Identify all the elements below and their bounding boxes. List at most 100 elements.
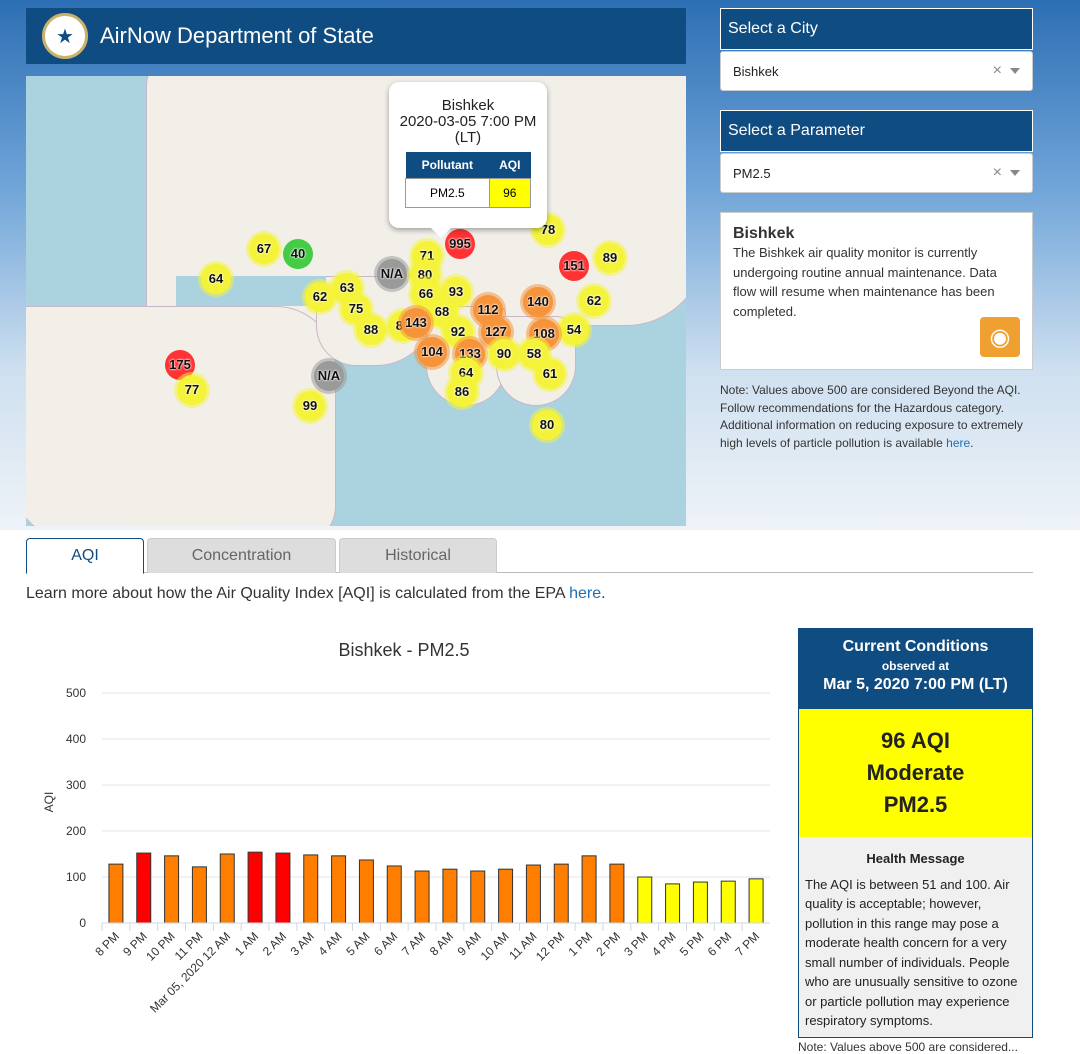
bar[interactable] xyxy=(609,863,625,924)
tab-bar: AQI Concentration Historical xyxy=(26,538,1033,574)
x-tick-label: 8 AM xyxy=(427,929,456,958)
y-tick-label: 400 xyxy=(66,732,86,746)
param-select[interactable]: PM2.5 × xyxy=(720,153,1033,193)
bar[interactable] xyxy=(358,859,374,924)
bar[interactable] xyxy=(247,851,263,924)
map-marker[interactable]: 80 xyxy=(532,410,562,440)
y-tick-label: 500 xyxy=(66,686,86,700)
bar[interactable] xyxy=(498,868,514,924)
y-axis-label: AQI xyxy=(42,792,56,813)
x-tick-label: 12 PM xyxy=(533,929,567,963)
clear-icon[interactable]: × xyxy=(992,62,1002,79)
app-title: AirNow Department of State xyxy=(100,23,374,48)
current-header: Current Conditions observed at Mar 5, 20… xyxy=(799,629,1032,709)
bar[interactable] xyxy=(665,883,681,924)
chevron-down-icon[interactable] xyxy=(1010,170,1020,176)
bar[interactable] xyxy=(692,881,708,924)
map-marker[interactable]: N/A xyxy=(377,259,407,289)
bar[interactable] xyxy=(108,863,124,924)
map[interactable]: 674064626375888917577N/A99N/A71995806693… xyxy=(26,76,686,526)
note-text: Note: Values above 500 are considered Be… xyxy=(720,383,1023,450)
x-tick-label: 7 AM xyxy=(399,929,428,958)
bar[interactable] xyxy=(720,880,736,924)
map-marker[interactable]: 61 xyxy=(535,359,565,389)
tab-aqi[interactable]: AQI xyxy=(26,538,144,574)
x-tick-label: 2 PM xyxy=(593,929,623,959)
y-tick-label: 100 xyxy=(66,870,86,884)
x-tick-label: 1 PM xyxy=(565,929,595,959)
popup-aqi: 96 xyxy=(488,178,532,208)
bar[interactable] xyxy=(442,868,458,924)
map-marker[interactable]: 77 xyxy=(177,375,207,405)
current-conditions: Current Conditions observed at Mar 5, 20… xyxy=(798,628,1033,1038)
note-link[interactable]: here xyxy=(946,435,971,450)
bar[interactable] xyxy=(553,863,569,924)
x-tick-label: 4 AM xyxy=(315,929,344,958)
tab-concentration[interactable]: Concentration xyxy=(147,538,336,573)
bar[interactable] xyxy=(581,855,597,924)
map-marker[interactable]: 66 xyxy=(411,279,441,309)
x-tick-label: 4 PM xyxy=(649,929,679,959)
map-marker[interactable]: 93 xyxy=(441,277,471,307)
map-marker[interactable]: 40 xyxy=(283,239,313,269)
map-marker[interactable]: 89 xyxy=(595,243,625,273)
bar[interactable] xyxy=(470,870,486,924)
x-tick-label: 11 AM xyxy=(506,929,539,962)
current-aqi: 96 AQI xyxy=(881,728,950,753)
popup-datetime: 2020-03-05 7:00 PM (LT) xyxy=(399,113,537,146)
x-tick-label: 5 PM xyxy=(677,929,707,959)
map-marker[interactable]: 67 xyxy=(249,234,279,264)
current-datetime: Mar 5, 2020 7:00 PM (LT) xyxy=(823,676,1008,693)
map-marker[interactable]: 140 xyxy=(523,287,553,317)
bar[interactable] xyxy=(136,852,152,924)
city-select-value: Bishkek xyxy=(733,63,779,79)
map-marker[interactable]: 104 xyxy=(417,337,447,367)
current-title: Current Conditions xyxy=(842,638,989,655)
map-marker[interactable]: 62 xyxy=(579,286,609,316)
x-tick-label: 8 PM xyxy=(92,929,122,959)
x-tick-label: 10 AM xyxy=(478,929,512,963)
chevron-down-icon[interactable] xyxy=(1010,68,1020,74)
clear-icon[interactable]: × xyxy=(992,164,1002,181)
map-marker[interactable]: 64 xyxy=(201,264,231,294)
x-tick-label: 1 AM xyxy=(232,929,261,958)
popup-col-aqi: AQI xyxy=(489,152,531,179)
param-select-panel: Select a Parameter PM2.5 × xyxy=(720,110,1033,193)
info-text: The Bishkek air quality monitor is curre… xyxy=(733,245,997,319)
learn-more-text: Learn more about how the Air Quality Ind… xyxy=(26,585,606,603)
mediterranean-sea xyxy=(176,276,326,306)
city-select[interactable]: Bishkek × xyxy=(720,51,1033,91)
map-marker[interactable]: 62 xyxy=(305,282,335,312)
learn-link[interactable]: here xyxy=(569,585,602,602)
bar[interactable] xyxy=(219,853,235,924)
map-marker[interactable]: 151 xyxy=(559,251,589,281)
popup-table: Pollutant AQI PM2.5 96 xyxy=(405,152,532,208)
bar[interactable] xyxy=(637,876,653,924)
bar[interactable] xyxy=(748,878,764,924)
x-tick-label: 6 AM xyxy=(371,929,400,958)
bar[interactable] xyxy=(525,864,541,924)
city-select-label: Select a City xyxy=(720,8,1033,50)
bar[interactable] xyxy=(164,855,180,924)
bar[interactable] xyxy=(191,866,207,924)
map-marker[interactable]: 99 xyxy=(295,391,325,421)
observed-at-label: observed at xyxy=(881,659,950,673)
map-marker[interactable]: 86 xyxy=(447,377,477,407)
bar[interactable] xyxy=(414,870,430,924)
bar[interactable] xyxy=(275,852,291,924)
map-marker[interactable]: N/A xyxy=(314,361,344,391)
y-tick-label: 300 xyxy=(66,778,86,792)
popup-pollutant: PM2.5 xyxy=(405,178,490,208)
map-marker[interactable]: 58 xyxy=(519,339,549,369)
map-marker[interactable]: 90 xyxy=(489,339,519,369)
map-marker[interactable]: 88 xyxy=(356,315,386,345)
map-marker[interactable]: 143 xyxy=(401,308,431,338)
bar[interactable] xyxy=(303,854,319,924)
popup-col-pollutant: Pollutant xyxy=(405,152,490,179)
bar[interactable] xyxy=(331,855,347,924)
rss-icon[interactable]: ◉ xyxy=(980,317,1020,357)
tab-historical[interactable]: Historical xyxy=(339,538,497,573)
map-marker[interactable]: 54 xyxy=(559,315,589,345)
bar[interactable] xyxy=(386,865,402,924)
